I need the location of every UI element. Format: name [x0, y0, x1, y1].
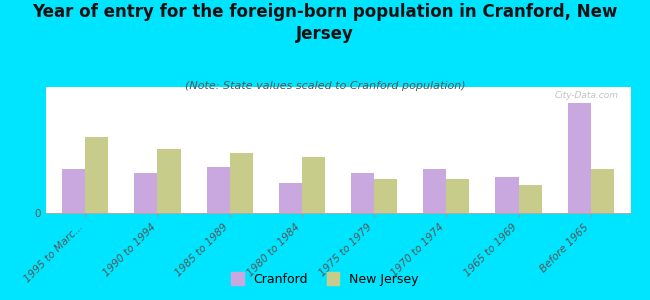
- Legend: Cranford, New Jersey: Cranford, New Jersey: [226, 267, 424, 291]
- Text: Year of entry for the foreign-born population in Cranford, New
Jersey: Year of entry for the foreign-born popul…: [32, 3, 617, 43]
- Bar: [495, 177, 519, 213]
- Bar: [423, 169, 447, 213]
- Bar: [85, 137, 109, 213]
- Bar: [157, 149, 181, 213]
- Bar: [567, 103, 591, 213]
- Bar: [519, 185, 541, 213]
- Bar: [62, 169, 85, 213]
- Bar: [591, 169, 614, 213]
- Bar: [374, 179, 397, 213]
- Bar: [135, 173, 157, 213]
- Bar: [351, 173, 374, 213]
- Bar: [447, 179, 469, 213]
- Bar: [229, 153, 253, 213]
- Bar: [279, 183, 302, 213]
- Text: City-Data.com: City-Data.com: [555, 91, 619, 100]
- Text: (Note: State values scaled to Cranford population): (Note: State values scaled to Cranford p…: [185, 81, 465, 91]
- Bar: [207, 167, 229, 213]
- Bar: [302, 157, 325, 213]
